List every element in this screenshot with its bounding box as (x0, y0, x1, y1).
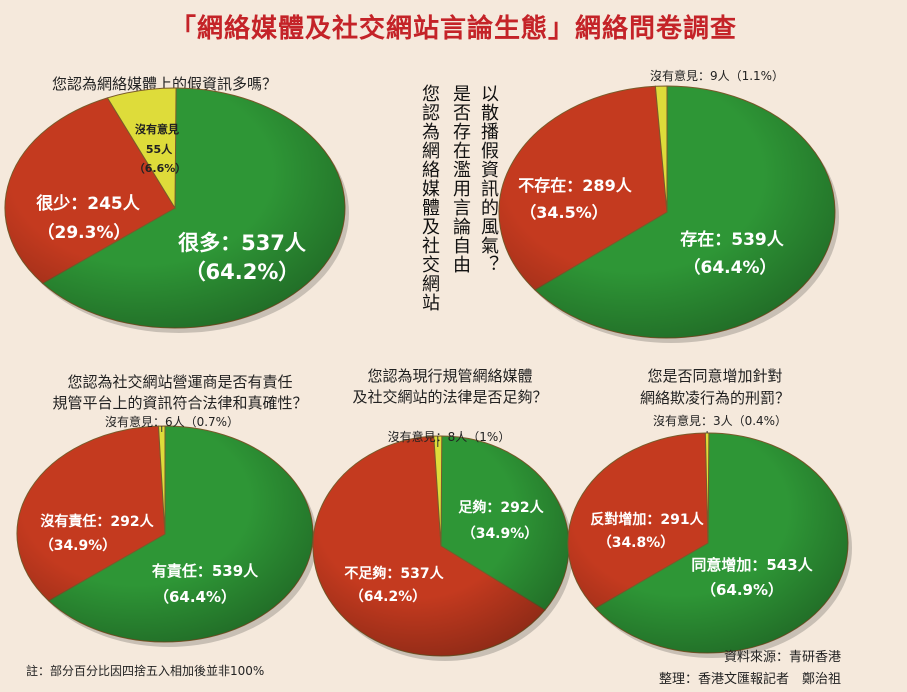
slice-label: 沒有意見：8人（1%） (388, 429, 511, 444)
page-title: 「網絡媒體及社交網站言論生態」網絡問卷調查 (169, 14, 737, 44)
slice-label-count: 55人 (146, 142, 173, 156)
slice-label: 很多：537人 (178, 231, 306, 255)
slice-label: 沒有意見 (135, 122, 179, 136)
slice-label: 不存在：289人 (518, 176, 632, 195)
slice-percent: （64.4%） (684, 257, 777, 278)
question-4-line-1: 您認為現行規管網絡媒體 (367, 367, 533, 385)
slice-label: 足夠：292人 (458, 499, 544, 516)
question-2-line-3: 您認為網絡媒體及社交網站 (419, 84, 440, 312)
question-2-line-1: 以散播假資訊的風氣？ (478, 84, 499, 274)
question-5-line-1: 您是否同意增加針對 (647, 367, 783, 385)
pie-chart-4: 足夠：292人 （34.9%） 不足夠：537人 （64.2%） 沒有意見：8人（1%） (312, 429, 573, 661)
slice-percent: （34.9%） (40, 538, 117, 554)
slice-label: 有責任：539人 (152, 562, 259, 580)
slice-label: 沒有意見：6人（0.7%） (105, 414, 239, 429)
question-4-line-2: 及社交網站的法律是否足夠？ (352, 388, 548, 406)
pie-chart-1: 很多：537人 （64.2%） 很少：245人 （29.3%） 沒有意見 55人 （6.6%… (4, 87, 349, 333)
slice-percent: （29.3%） (38, 222, 131, 243)
slice-label: 同意增加：543人 (691, 556, 813, 574)
slice-label: 反對增加：291人 (590, 511, 704, 528)
slice-percent: （34.9%） (462, 526, 539, 542)
slice-percent: （34.8%） (598, 535, 675, 551)
question-2-line-2: 是否存在濫用言論自由 (450, 84, 471, 274)
slice-label: 沒有責任：292人 (40, 513, 154, 530)
slice-percent: （64.9%） (701, 581, 783, 599)
question-3-line-2: 規管平台上的資訊符合法律和真確性？ (52, 394, 308, 412)
slice-label: 存在：539人 (680, 229, 784, 250)
question-5-line-2: 網絡欺凌行為的刑罰？ (639, 389, 790, 407)
credit-reporter: 整理：香港文匯報記者 鄭治祖 (658, 672, 841, 687)
slice-percent: （34.5%） (520, 203, 608, 222)
slice-percent: （6.6%） (134, 162, 187, 175)
pie-chart-3: 有責任：539人 （64.4%） 沒有責任：292人 （34.9%） 沒有意見：6人（0… (16, 414, 317, 647)
slice-percent: （64.2%） (350, 589, 427, 605)
slice-percent: （64.2%） (185, 260, 300, 284)
slice-label: 不足夠：537人 (344, 565, 444, 582)
credit-source: 資料來源：青研香港 (723, 650, 841, 665)
pie-chart-2: 存在：539人 （64.4%） 不存在：289人 （34.5%） 沒有意見：9人（1.1… (498, 68, 839, 343)
pie-chart-5: 同意增加：543人 （64.9%） 反對增加：291人 （34.8%） 沒有意見：3人（… (567, 413, 852, 658)
question-3-line-1: 您認為社交網站營運商是否有責任 (67, 373, 293, 391)
slice-label: 沒有意見：9人（1.1%） (650, 68, 784, 83)
slice-label: 很少：245人 (36, 193, 140, 214)
slice-percent: （64.4%） (154, 588, 236, 606)
footnote: 註：部分百分比因四捨五入相加後並非100% (26, 664, 265, 678)
slice-label: 沒有意見：3人（0.4%） (653, 413, 787, 428)
